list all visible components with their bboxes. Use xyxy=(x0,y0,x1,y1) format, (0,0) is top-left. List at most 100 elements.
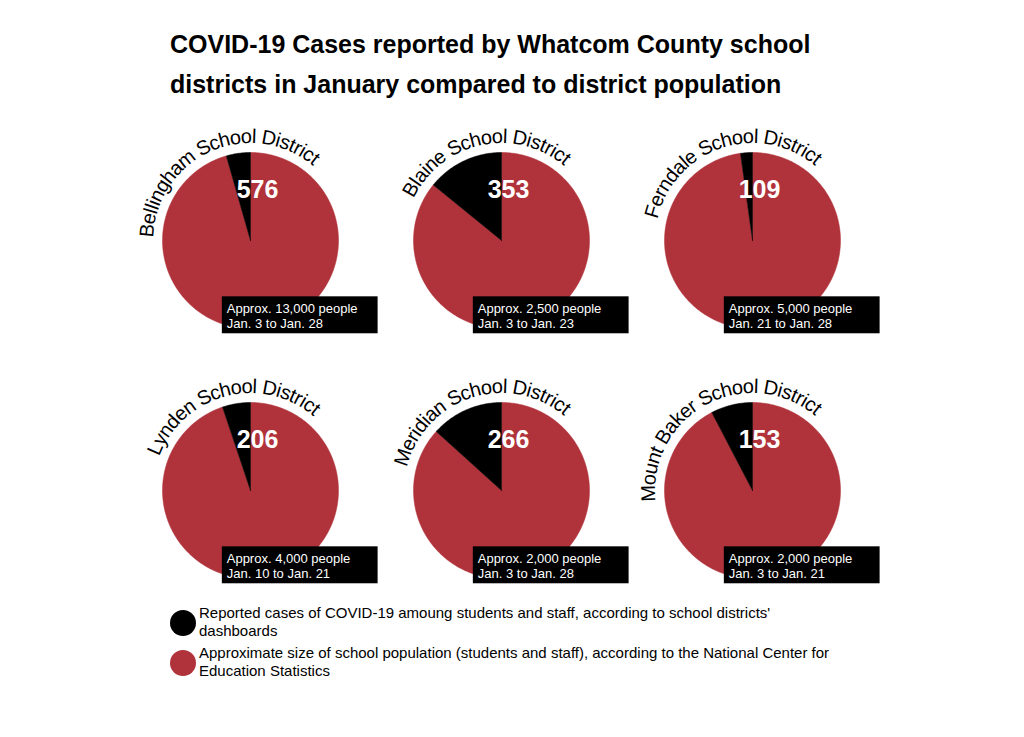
svg-text:r: r xyxy=(682,394,702,417)
svg-text:n: n xyxy=(419,152,443,176)
svg-text:o: o xyxy=(742,125,754,147)
svg-text:o: o xyxy=(240,125,252,147)
svg-text:Approx. 2,000 peopleJan. 3 to: Approx. 2,000 peopleJan. 3 to Jan. 21 xyxy=(729,550,853,581)
svg-text:S: S xyxy=(193,384,215,410)
svg-text:a: a xyxy=(163,156,188,180)
svg-text:l: l xyxy=(675,151,693,172)
svg-text:t: t xyxy=(808,398,826,419)
svg-text:D: D xyxy=(260,375,279,400)
svg-text:e: e xyxy=(679,144,702,169)
svg-text:a: a xyxy=(666,155,691,179)
svg-text:t: t xyxy=(306,148,324,169)
svg-text:576: 576 xyxy=(237,175,279,203)
svg-text:M: M xyxy=(389,445,416,469)
svg-text:c: c xyxy=(707,380,725,405)
svg-text:D: D xyxy=(762,125,781,150)
svg-text:e: e xyxy=(673,398,697,423)
svg-text:n: n xyxy=(177,394,200,419)
svg-text:Approx. 5,000 peopleJan. 21 to: Approx. 5,000 peopleJan. 21 to Jan. 28 xyxy=(729,300,853,331)
svg-text:S: S xyxy=(694,384,717,411)
svg-text:r: r xyxy=(401,427,424,445)
html-text:Reported cases of COVID-19 amo: Reported cases of COVID-19 amoung studen… xyxy=(199,604,771,639)
svg-text:S: S xyxy=(443,134,466,161)
svg-text:M: M xyxy=(637,485,659,502)
svg-text:i: i xyxy=(415,160,435,179)
svg-text:c: c xyxy=(800,392,822,416)
svg-text:o: o xyxy=(241,375,253,397)
svg-text:t: t xyxy=(808,148,826,169)
svg-text:F: F xyxy=(640,202,665,221)
svg-text:c: c xyxy=(299,392,321,417)
svg-text:s: s xyxy=(277,380,295,405)
svg-text:109: 109 xyxy=(739,175,781,203)
svg-text:c: c xyxy=(456,130,474,155)
svg-text:n: n xyxy=(652,173,677,195)
svg-text:l: l xyxy=(754,375,759,397)
svg-text:Approx. 2,000 peopleJan. 3 to: Approx. 2,000 peopleJan. 3 to Jan. 28 xyxy=(478,550,602,581)
svg-text:D: D xyxy=(762,375,781,400)
svg-text:l: l xyxy=(503,125,508,147)
svg-text:n: n xyxy=(153,419,178,441)
svg-text:153: 153 xyxy=(739,425,781,453)
svg-text:i: i xyxy=(415,410,435,429)
svg-text:S: S xyxy=(192,134,215,161)
svg-text:e: e xyxy=(168,401,192,426)
svg-text:Approx. 2,500 peopleJan. 3 to: Approx. 2,500 peopleJan. 3 to Jan. 23 xyxy=(478,300,602,331)
svg-text:n: n xyxy=(144,185,169,205)
svg-text:S: S xyxy=(694,134,717,161)
svg-text:353: 353 xyxy=(488,175,530,203)
svg-text:a: a xyxy=(658,415,683,438)
svg-text:c: c xyxy=(800,142,822,166)
svg-text:c: c xyxy=(298,142,320,166)
svg-text:n: n xyxy=(641,448,666,467)
svg-text:s: s xyxy=(527,380,545,405)
svg-text:c: c xyxy=(206,380,224,405)
svg-text:n: n xyxy=(428,394,451,419)
svg-text:D: D xyxy=(511,125,530,150)
svg-text:a: a xyxy=(419,402,443,426)
svg-text:L: L xyxy=(142,439,168,459)
svg-text:D: D xyxy=(260,125,279,150)
svg-text:o: o xyxy=(491,375,503,397)
svg-text:m: m xyxy=(173,145,200,173)
svg-text:k: k xyxy=(665,406,689,430)
svg-text:t: t xyxy=(307,399,325,420)
html-text:Approximate size of school pop: Approximate size of school population (s… xyxy=(199,644,830,679)
svg-text:S: S xyxy=(443,384,466,411)
svg-text:g: g xyxy=(149,174,175,196)
svg-text:206: 206 xyxy=(237,425,279,453)
svg-text:t: t xyxy=(557,148,575,169)
svg-text:t: t xyxy=(557,398,575,419)
svg-text:Approx. 13,000 peopleJan. 3 to: Approx. 13,000 peopleJan. 3 to Jan. 28 xyxy=(227,300,358,331)
svg-text:h: h xyxy=(156,165,181,188)
svg-text:e: e xyxy=(395,434,421,454)
svg-text:266: 266 xyxy=(488,425,530,453)
svg-text:l: l xyxy=(754,125,759,147)
svg-text:e: e xyxy=(643,190,669,210)
svg-text:c: c xyxy=(707,130,725,155)
svg-text:s: s xyxy=(778,130,796,155)
svg-text:l: l xyxy=(252,125,257,147)
svg-text:s: s xyxy=(276,130,294,155)
svg-text:o: o xyxy=(742,375,754,397)
svg-text:d: d xyxy=(160,409,185,433)
svg-text:y: y xyxy=(147,429,172,449)
svg-text:l: l xyxy=(503,375,508,397)
svg-text:c: c xyxy=(549,142,571,166)
svg-text:B: B xyxy=(397,178,424,201)
svg-text:d: d xyxy=(407,414,432,437)
svg-text:o: o xyxy=(491,125,503,147)
svg-text:c: c xyxy=(549,392,571,416)
svg-text:s: s xyxy=(778,380,796,405)
svg-text:l: l xyxy=(252,375,257,397)
svg-text:e: e xyxy=(428,144,451,169)
svg-text:B: B xyxy=(650,424,677,448)
svg-text:d: d xyxy=(658,164,683,187)
html-text:COVID-19 Cases reported by Wha: COVID-19 Cases reported by Whatcom Count… xyxy=(170,30,811,98)
svg-text:c: c xyxy=(456,380,474,405)
svg-text:D: D xyxy=(511,375,530,400)
svg-text:Approx. 4,000 peopleJan. 10 to: Approx. 4,000 peopleJan. 10 to Jan. 21 xyxy=(227,550,351,581)
svg-text:c: c xyxy=(205,130,223,155)
svg-text:s: s xyxy=(527,130,545,155)
svg-text:a: a xyxy=(407,164,432,187)
